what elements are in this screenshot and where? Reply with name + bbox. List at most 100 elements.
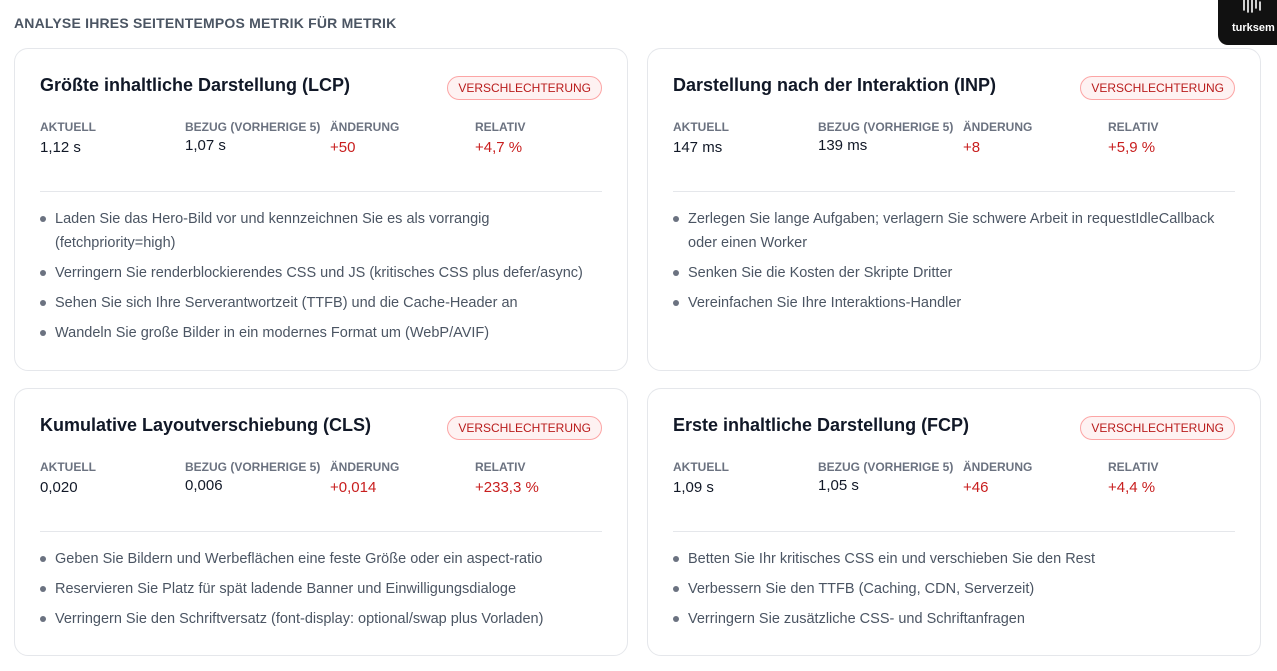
metric-label: AKTUELL: [40, 460, 96, 474]
metric-change: ÄNDERUNG +0,014: [330, 459, 470, 496]
metric-reference: BEZUG (VORHERIGE 5) 0,006: [185, 459, 325, 494]
fingerprint-icon: [1243, 0, 1261, 13]
list-item: Zerlegen Sie lange Aufgaben; verlagern S…: [673, 207, 1238, 255]
metric-label: RELATIV: [475, 460, 526, 474]
bullet-icon: [673, 270, 679, 276]
list-item: Betten Sie Ihr kritisches CSS ein und ve…: [673, 547, 1238, 571]
metric-value: 139 ms: [818, 137, 868, 154]
metric-value: +8: [963, 139, 981, 156]
bullet-icon: [40, 270, 46, 276]
tips-list: Laden Sie das Hero-Bild vor und kennzeic…: [40, 207, 605, 351]
divider: [673, 531, 1235, 532]
metric-value: 1,12 s: [40, 139, 81, 156]
card-title: Größte inhaltliche Darstellung (LCP): [40, 75, 351, 95]
metric-relative: RELATIV +233,3 %: [475, 459, 615, 496]
tip-text: Verringern Sie renderblockierendes CSS u…: [55, 265, 583, 281]
card-title: Darstellung nach der Interaktion (INP): [673, 75, 997, 95]
metric-reference: BEZUG (VORHERIGE 5) 1,05 s: [818, 459, 958, 494]
divider: [673, 191, 1235, 192]
tip-text: Verringern Sie zusätzliche CSS- und Schr…: [688, 611, 1025, 627]
metric-change: ÄNDERUNG +46: [963, 459, 1103, 496]
card-title: Kumulative Layoutverschiebung (CLS): [40, 415, 372, 435]
tip-text: Geben Sie Bildern und Werbeflächen eine …: [55, 551, 543, 567]
metric-value: 147 ms: [673, 139, 723, 156]
tip-text: Betten Sie Ihr kritisches CSS ein und ve…: [688, 551, 1096, 567]
bullet-icon: [673, 616, 679, 622]
bullet-icon: [673, 300, 679, 306]
tip-text: Reservieren Sie Platz für spät ladende B…: [55, 581, 517, 597]
tip-text: Zerlegen Sie lange Aufgaben; verlagern S…: [688, 211, 1215, 251]
metric-card-inp: Darstellung nach der Interaktion (INP) V…: [647, 48, 1261, 371]
metric-current: AKTUELL 1,12 s: [40, 119, 180, 156]
metric-label: BEZUG (VORHERIGE 5): [185, 120, 321, 134]
tip-text: Senken Sie die Kosten der Skripte Dritte…: [688, 265, 953, 281]
divider: [40, 191, 602, 192]
metric-value: +46: [963, 479, 989, 496]
metrics-row: AKTUELL 147 ms BEZUG (VORHERIGE 5) 139 m…: [673, 119, 1236, 179]
metric-label: ÄNDERUNG: [963, 460, 1033, 474]
list-item: Senken Sie die Kosten der Skripte Dritte…: [673, 261, 1238, 285]
list-item: Geben Sie Bildern und Werbeflächen eine …: [40, 547, 605, 571]
bullet-icon: [40, 616, 46, 622]
divider: [40, 531, 602, 532]
list-item: Laden Sie das Hero-Bild vor und kennzeic…: [40, 207, 605, 255]
bullet-icon: [673, 556, 679, 562]
bullet-icon: [40, 556, 46, 562]
list-item: Reservieren Sie Platz für spät ladende B…: [40, 577, 605, 601]
bullet-icon: [40, 586, 46, 592]
metric-label: RELATIV: [1108, 120, 1159, 134]
tip-text: Verbessern Sie den TTFB (Caching, CDN, S…: [688, 581, 1035, 597]
brand-name: turksem: [1232, 22, 1275, 34]
tips-list: Geben Sie Bildern und Werbeflächen eine …: [40, 547, 605, 637]
metrics-row: AKTUELL 1,09 s BEZUG (VORHERIGE 5) 1,05 …: [673, 459, 1236, 519]
bullet-icon: [40, 330, 46, 336]
metric-value: 1,05 s: [818, 477, 859, 494]
list-item: Wandeln Sie große Bilder in ein modernes…: [40, 321, 605, 345]
metric-value: 0,020: [40, 479, 78, 496]
tip-text: Vereinfachen Sie Ihre Interaktions-Handl…: [688, 295, 962, 311]
metric-label: RELATIV: [1108, 460, 1159, 474]
section-title: ANALYSE IHRES SEITENTEMPOS METRIK FÜR ME…: [14, 15, 397, 31]
metric-reference: BEZUG (VORHERIGE 5) 1,07 s: [185, 119, 325, 154]
bullet-icon: [673, 216, 679, 222]
metric-label: BEZUG (VORHERIGE 5): [818, 460, 954, 474]
metric-card-cls: Kumulative Layoutverschiebung (CLS) VERS…: [14, 388, 628, 656]
metric-label: BEZUG (VORHERIGE 5): [185, 460, 321, 474]
metric-value: +5,9 %: [1108, 139, 1156, 156]
metric-relative: RELATIV +4,4 %: [1108, 459, 1248, 496]
metric-value: +4,4 %: [1108, 479, 1156, 496]
metric-value: 1,09 s: [673, 479, 714, 496]
metric-value: +233,3 %: [475, 479, 539, 496]
metric-value: +50: [330, 139, 356, 156]
metric-label: AKTUELL: [40, 120, 96, 134]
metric-value: +0,014: [330, 479, 377, 496]
list-item: Sehen Sie sich Ihre Serverantwortzeit (T…: [40, 291, 605, 315]
metric-label: ÄNDERUNG: [963, 120, 1033, 134]
brand-badge[interactable]: turksem: [1218, 0, 1277, 45]
metrics-row: AKTUELL 1,12 s BEZUG (VORHERIGE 5) 1,07 …: [40, 119, 603, 179]
tip-text: Verringern Sie den Schriftversatz (font-…: [55, 611, 544, 627]
metric-value: 0,006: [185, 477, 223, 494]
metric-current: AKTUELL 1,09 s: [673, 459, 813, 496]
metric-current: AKTUELL 0,020: [40, 459, 180, 496]
metric-relative: RELATIV +5,9 %: [1108, 119, 1248, 156]
tip-text: Sehen Sie sich Ihre Serverantwortzeit (T…: [55, 295, 518, 311]
metric-value: +4,7 %: [475, 139, 523, 156]
tip-text: Wandeln Sie große Bilder in ein modernes…: [55, 325, 490, 341]
status-badge: VERSCHLECHTERUNG: [1080, 76, 1235, 100]
metric-change: ÄNDERUNG +50: [330, 119, 470, 156]
metric-label: ÄNDERUNG: [330, 120, 400, 134]
bullet-icon: [673, 586, 679, 592]
metric-label: AKTUELL: [673, 460, 729, 474]
metric-label: ÄNDERUNG: [330, 460, 400, 474]
metric-card-lcp: Größte inhaltliche Darstellung (LCP) VER…: [14, 48, 628, 371]
metric-card-fcp: Erste inhaltliche Darstellung (FCP) VERS…: [647, 388, 1261, 656]
list-item: Verringern Sie renderblockierendes CSS u…: [40, 261, 605, 285]
list-item: Verringern Sie den Schriftversatz (font-…: [40, 607, 605, 631]
tips-list: Zerlegen Sie lange Aufgaben; verlagern S…: [673, 207, 1238, 321]
bullet-icon: [40, 300, 46, 306]
status-badge: VERSCHLECHTERUNG: [447, 416, 602, 440]
list-item: Verbessern Sie den TTFB (Caching, CDN, S…: [673, 577, 1238, 601]
tips-list: Betten Sie Ihr kritisches CSS ein und ve…: [673, 547, 1238, 637]
metric-reference: BEZUG (VORHERIGE 5) 139 ms: [818, 119, 958, 154]
